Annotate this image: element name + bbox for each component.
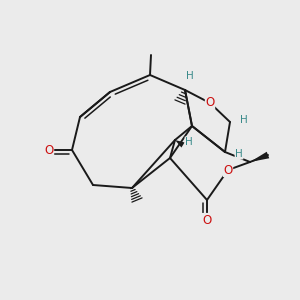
Polygon shape <box>175 140 184 148</box>
Text: O: O <box>224 164 232 176</box>
Text: H: H <box>235 149 243 159</box>
Text: H: H <box>186 71 194 81</box>
Text: H: H <box>185 137 193 147</box>
Text: O: O <box>44 143 54 157</box>
Text: O: O <box>206 97 214 110</box>
Text: H: H <box>240 115 248 125</box>
Polygon shape <box>250 152 269 162</box>
Text: O: O <box>202 214 211 226</box>
